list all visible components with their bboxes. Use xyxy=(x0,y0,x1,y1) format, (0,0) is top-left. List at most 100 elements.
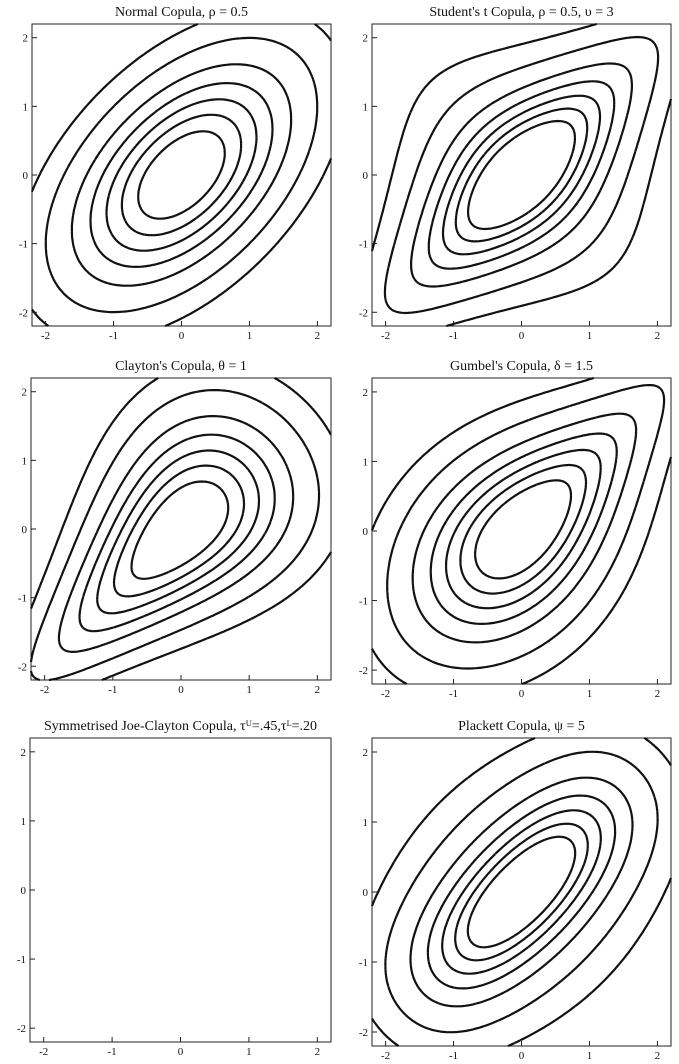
x-tick-label: -1 xyxy=(449,1050,458,1062)
y-tick-label: 2 xyxy=(21,747,27,759)
x-tick-label: -2 xyxy=(40,684,49,696)
y-tick-label: 1 xyxy=(23,101,29,113)
copula-panel-student_t: Student's t Copula, ρ = 0.5, υ = 3 -2 -1 0 1… xyxy=(359,5,673,342)
x-tick-label: 1 xyxy=(587,330,593,342)
panel-title: Gumbel's Copula, δ = 1.5 xyxy=(450,359,593,374)
y-tick-label: 0 xyxy=(23,170,29,182)
y-tick-label: -1 xyxy=(19,239,28,251)
contour-level-7 xyxy=(466,835,577,949)
y-tick-label: 0 xyxy=(363,526,369,538)
x-tick-label: 0 xyxy=(519,688,525,700)
y-tick-label: -1 xyxy=(17,954,26,966)
contour-level-3 xyxy=(70,63,293,287)
contour-level-5 xyxy=(441,809,602,975)
x-tick-label: 0 xyxy=(178,684,184,696)
copula-panel-plackett: Plackett Copula, ψ = 5 -2 -1 0 1 2 -2 -1 0 1 2 xyxy=(359,719,673,1062)
y-tick-label: -1 xyxy=(18,593,27,605)
contour-level-2 xyxy=(384,750,659,1034)
x-tick-label: 1 xyxy=(246,1046,252,1058)
contour-level-3 xyxy=(409,776,634,1008)
y-tick-label: -1 xyxy=(359,596,368,608)
y-tick-label: -2 xyxy=(17,1023,26,1035)
contour-lines xyxy=(29,377,332,682)
y-tick-label: 1 xyxy=(22,455,28,467)
y-tick-label: -2 xyxy=(19,307,28,319)
x-tick-label: -1 xyxy=(109,330,118,342)
copula-panel-sjc: Symmetrised Joe-Clayton Copula, τᵁ=.45,τ… xyxy=(17,719,332,1058)
contour-level-1 xyxy=(370,736,673,1048)
y-tick-label: 0 xyxy=(363,170,369,182)
y-tick-label: 0 xyxy=(21,885,27,897)
x-tick-label: -2 xyxy=(39,1046,48,1058)
contour-level-4 xyxy=(427,80,616,270)
copula-panel-gumbel: Gumbel's Copula, δ = 1.5 -2 -1 0 1 2 -2 -1 0 1 2 xyxy=(359,359,673,700)
contour-level-1 xyxy=(30,22,333,328)
contour-level-4 xyxy=(429,432,618,625)
x-tick-label: 1 xyxy=(246,684,252,696)
x-tick-label: -2 xyxy=(381,688,390,700)
copula-panel-clayton: Clayton's Copula, θ = 1 -2 -1 0 1 2 -2 -1 0 1 2 xyxy=(18,359,332,696)
y-tick-label: -2 xyxy=(359,1027,368,1039)
contour-level-4 xyxy=(426,794,617,990)
plot-frame xyxy=(31,23,332,327)
contour-lines xyxy=(30,22,333,328)
y-tick-label: -2 xyxy=(359,307,368,319)
x-tick-label: -2 xyxy=(381,330,390,342)
contour-level-7 xyxy=(474,479,573,580)
contour-level-1 xyxy=(30,377,332,682)
contour-level-2 xyxy=(383,35,660,315)
y-tick-label: 1 xyxy=(363,817,369,829)
contour-level-2 xyxy=(29,389,321,682)
contour-level-5 xyxy=(441,94,602,256)
contour-level-6 xyxy=(454,822,589,962)
panel-title: Clayton's Copula, θ = 1 xyxy=(115,359,247,374)
y-tick-label: 2 xyxy=(363,33,369,45)
x-tick-label: 1 xyxy=(587,688,593,700)
panel-title: Plackett Copula, ψ = 5 xyxy=(458,719,585,734)
panel-title: Normal Copula, ρ = 0.5 xyxy=(115,5,248,20)
y-tick-label: -1 xyxy=(359,957,368,969)
y-tick-label: 0 xyxy=(363,887,369,899)
y-tick-label: 2 xyxy=(363,387,369,399)
y-tick-label: -1 xyxy=(359,239,368,251)
panel-title: Symmetrised Joe-Clayton Copula, τᵁ=.45,τ… xyxy=(44,719,317,734)
x-tick-label: 0 xyxy=(519,330,525,342)
y-tick-label: 2 xyxy=(22,387,28,399)
contour-level-6 xyxy=(459,463,588,595)
contour-lines xyxy=(370,736,673,1048)
contour-level-1 xyxy=(370,376,673,686)
y-tick-label: 0 xyxy=(22,524,28,536)
plot-frame xyxy=(371,737,672,1047)
x-tick-label: 2 xyxy=(655,688,661,700)
contour-level-2 xyxy=(44,36,319,314)
y-tick-label: -2 xyxy=(18,661,27,673)
x-tick-label: 1 xyxy=(587,1050,593,1062)
contour-level-5 xyxy=(96,449,261,615)
contour-level-3 xyxy=(411,412,638,644)
contour-level-7 xyxy=(130,480,230,580)
x-tick-label: 1 xyxy=(247,330,253,342)
contour-level-4 xyxy=(78,433,276,633)
x-tick-label: 2 xyxy=(315,1046,321,1058)
x-tick-label: 0 xyxy=(179,330,185,342)
y-tick-label: -2 xyxy=(359,665,368,677)
contour-level-3 xyxy=(57,415,295,653)
x-tick-label: 2 xyxy=(315,684,321,696)
x-tick-label: 2 xyxy=(315,330,321,342)
x-tick-label: 0 xyxy=(519,1050,525,1062)
plot-frame xyxy=(29,737,332,1043)
y-tick-label: 2 xyxy=(363,747,369,759)
contour-level-6 xyxy=(120,113,243,237)
contour-level-5 xyxy=(444,448,602,610)
contour-level-7 xyxy=(467,119,576,231)
y-tick-label: 1 xyxy=(363,101,369,113)
contour-lines xyxy=(370,22,673,328)
contour-level-6 xyxy=(454,107,589,243)
x-tick-label: -2 xyxy=(41,330,50,342)
y-tick-label: 1 xyxy=(363,456,369,468)
contour-level-6 xyxy=(112,464,246,598)
y-tick-label: 2 xyxy=(23,33,29,45)
contour-level-5 xyxy=(105,98,258,252)
x-tick-label: 2 xyxy=(655,330,661,342)
